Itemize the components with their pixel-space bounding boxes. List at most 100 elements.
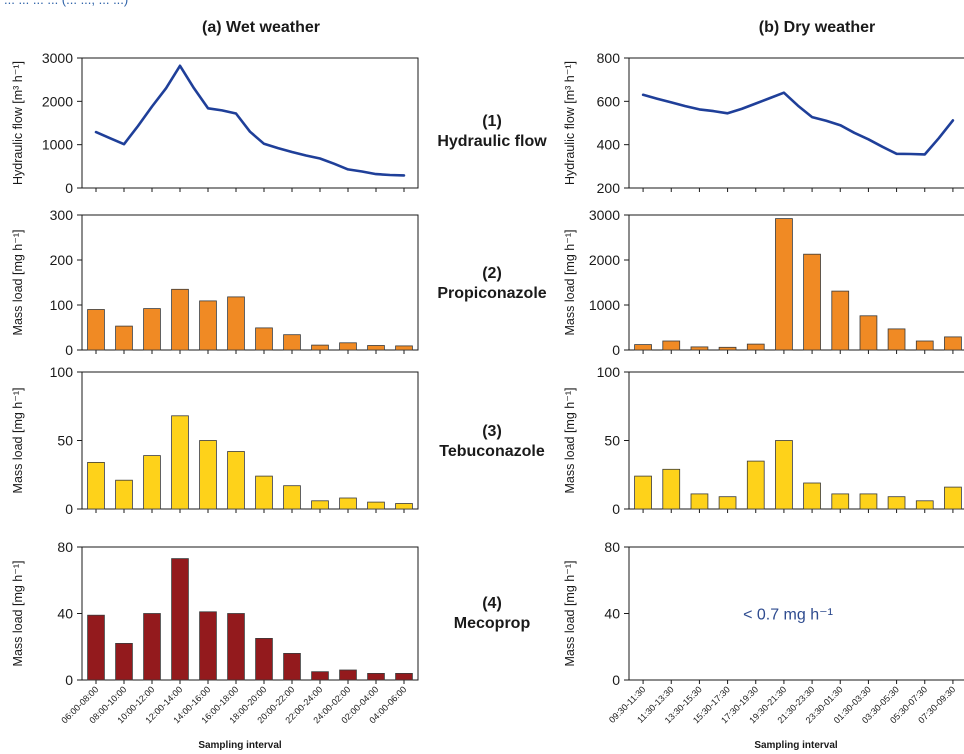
row-label-tebuconazole: (3) Tebuconazole: [439, 423, 545, 460]
bar: [915, 340, 934, 351]
x-axis-title-dry: Sampling interval: [754, 740, 838, 751]
y-tick-label: 200: [597, 180, 621, 196]
bar: [171, 558, 189, 681]
series-line: [641, 91, 955, 156]
y-axis-label: Hydraulic flow [m³ h⁻¹]: [563, 61, 577, 185]
y-tick-label: 40: [604, 606, 620, 622]
row-label-flow: (1) Hydraulic flow: [437, 113, 547, 150]
y-tick-label: 1000: [589, 297, 620, 313]
y-axis-label: Mass load [mg h⁻¹]: [563, 230, 577, 336]
bar: [690, 493, 709, 510]
y-tick-label: 600: [597, 93, 621, 109]
bar: [367, 501, 385, 510]
y-tick-label: 2000: [589, 252, 620, 268]
y-tick-label: 0: [612, 501, 620, 517]
y-tick-label: 300: [50, 207, 74, 223]
bar: [87, 309, 105, 351]
bar: [227, 613, 245, 681]
y-tick-label: 40: [57, 606, 73, 622]
y-tick-label: 3000: [589, 207, 620, 223]
row-number-1: (1): [482, 113, 502, 130]
bar: [367, 673, 385, 681]
bar: [115, 325, 133, 351]
plot-frame: [81, 214, 419, 351]
bar: [227, 451, 245, 510]
bar: [718, 496, 737, 510]
plot-frame: [628, 214, 964, 351]
bar: [915, 500, 934, 510]
series-line: [94, 64, 406, 177]
bar: [887, 328, 906, 351]
row-number-4: (4): [482, 595, 502, 612]
plot-frame: [628, 57, 964, 189]
y-axis-label: Mass load [mg h⁻¹]: [563, 561, 577, 667]
bar: [803, 253, 821, 351]
bar: [775, 440, 793, 510]
bar: [634, 344, 652, 351]
y-tick-label: 800: [597, 50, 621, 66]
col-title-wet: (a) Wet weather: [202, 19, 320, 36]
bar: [283, 334, 301, 351]
bar: [746, 343, 765, 351]
bar: [887, 496, 906, 510]
bar: [255, 327, 273, 351]
row-name-tebuconazole: Tebuconazole: [439, 443, 545, 460]
y-tick-label: 50: [57, 433, 73, 449]
y-tick-label: 3000: [42, 50, 73, 66]
y-tick-label: 0: [612, 342, 620, 358]
bar: [283, 485, 301, 510]
bar: [199, 440, 217, 510]
bar: [690, 346, 709, 351]
bar: [311, 344, 329, 351]
bar: [255, 638, 273, 681]
bar: [944, 486, 962, 510]
y-tick-label: 80: [57, 539, 73, 555]
bar: [311, 671, 329, 681]
col-title-dry: (b) Dry weather: [759, 19, 875, 36]
bar: [395, 345, 413, 351]
bar: [395, 673, 413, 681]
y-axis-label: Mass load [mg h⁻¹]: [563, 388, 577, 494]
y-tick-label: 100: [50, 364, 74, 380]
bar: [662, 468, 681, 510]
y-axis-label: Mass load [mg h⁻¹]: [11, 388, 25, 494]
bar: [944, 336, 962, 351]
y-tick-label: 1000: [42, 137, 73, 153]
panel-wet-tebuconazole: 0 50 100 Mass load [mg h⁻¹]: [11, 364, 419, 517]
bar: [339, 342, 357, 351]
panel-dry-flow: 200 400 600 800 Hydraulic flow [m³ h⁻¹]: [563, 50, 964, 196]
detection-limit-note: < 0.7 mg h⁻¹: [743, 607, 833, 624]
bar: [339, 669, 357, 681]
bar: [143, 308, 161, 351]
y-axis-label: Mass load [mg h⁻¹]: [11, 230, 25, 336]
top-caption: ... ... ... ... (... ..., ... ...): [4, 0, 128, 7]
bar: [283, 653, 301, 681]
bar: [339, 497, 357, 510]
panel-wet-propiconazole: 0 100 200 300 Mass load [mg h⁻¹]: [11, 207, 419, 358]
bar: [831, 290, 850, 351]
bar: [87, 614, 105, 681]
bar: [87, 461, 105, 510]
bar: [311, 500, 329, 510]
x-axis-title-wet: Sampling interval: [198, 740, 282, 751]
y-tick-label: 0: [612, 672, 620, 688]
bar: [115, 643, 133, 681]
bar: [803, 482, 821, 510]
bar: [859, 493, 878, 510]
bar: [367, 345, 385, 351]
bar: [115, 479, 133, 510]
panel-dry-propiconazole: 0 1000 2000 3000 Mass load [mg h⁻¹]: [563, 207, 964, 358]
y-tick-label: 200: [50, 252, 74, 268]
bar: [255, 475, 273, 510]
y-tick-label: 400: [597, 137, 621, 153]
bar: [775, 218, 793, 351]
bar: [171, 415, 189, 510]
bar: [831, 493, 850, 510]
y-axis-label: Mass load [mg h⁻¹]: [11, 561, 25, 667]
y-tick-label: 0: [65, 672, 73, 688]
y-tick-label: 80: [604, 539, 620, 555]
row-name-propiconazole: Propiconazole: [437, 285, 546, 302]
y-tick-label: 0: [65, 342, 73, 358]
panel-dry-tebuconazole: 0 50 100 Mass load [mg h⁻¹]: [563, 364, 964, 517]
